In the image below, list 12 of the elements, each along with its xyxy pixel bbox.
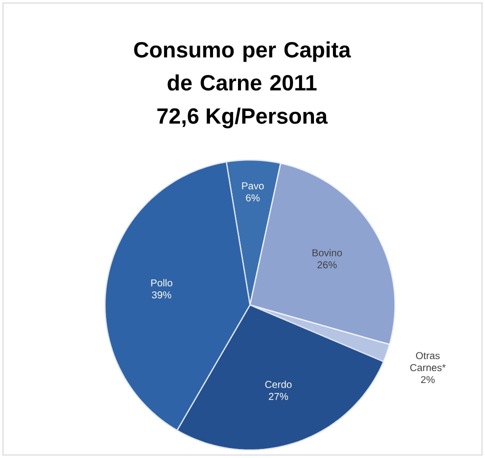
slice-label: Pollo (151, 279, 172, 286)
chart-subtitle: 72,6 Kg/Persona (157, 108, 328, 128)
slice-label: Cerdo (265, 380, 292, 388)
data-label: 26% (318, 261, 337, 268)
data-label: 39% (152, 291, 172, 298)
chart-title: Consumo per Capita de Carne 2011 (134, 41, 351, 91)
data-label: 27% (268, 392, 288, 400)
slice-label: Otras Carnes* (410, 352, 446, 372)
slice-label: Pavo (242, 182, 264, 190)
data-label: 6% (246, 194, 260, 202)
data-label: 2% (421, 376, 435, 384)
slice-label: Bovino (312, 249, 342, 256)
